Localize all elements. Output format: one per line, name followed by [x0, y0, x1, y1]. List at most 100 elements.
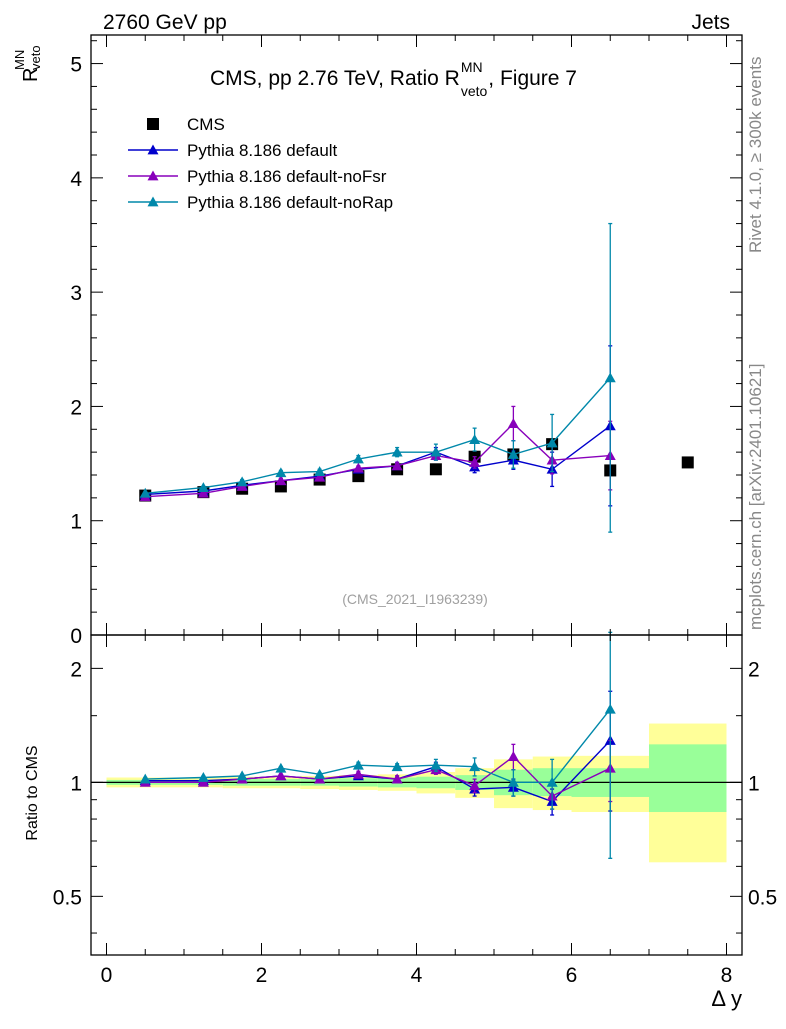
ratio-point-1-5: [352, 768, 364, 779]
point-3-2: [236, 476, 248, 487]
point-3-3: [275, 467, 287, 478]
cms-point-12: [681, 456, 694, 469]
legend-item-1: Pythia 8.186 default: [128, 141, 338, 160]
legend-item-0: CMS: [147, 115, 225, 134]
mcplots-label: mcplots.cern.ch [arXiv:2401.10621]: [746, 364, 765, 630]
legend-label: Pythia 8.186 default: [187, 141, 338, 160]
main-ytick-label: 4: [70, 168, 82, 191]
x-tick-label: 4: [411, 964, 423, 987]
legend-label: Pythia 8.186 default-noFsr: [187, 167, 387, 186]
ratio-ylabel: Ratio to CMS: [24, 745, 41, 840]
title-prefix: CMS, pp 2.76 TeV, Ratio R: [210, 67, 460, 90]
point-3-1: [197, 482, 209, 492]
title-suffix: , Figure 7: [488, 67, 577, 90]
legend-marker-triangle: [147, 144, 159, 155]
category-label: Jets: [691, 11, 730, 34]
title-subscript: veto: [461, 83, 488, 99]
series-line-3: [145, 377, 611, 494]
point-3-5: [352, 453, 364, 464]
ratio-uncertainty-bands: [106, 723, 727, 863]
energy-label: 2760 GeV pp: [103, 11, 227, 34]
ratio-point-2-4: [314, 768, 326, 779]
point-2-5: [352, 462, 364, 473]
legend-label: CMS: [187, 115, 225, 134]
ratio-line-2: [145, 708, 611, 784]
point-2-3: [275, 475, 287, 486]
main-ylabel: R MN veto: [12, 45, 43, 82]
ratio-ytick-label-right: 0.5: [748, 886, 777, 909]
legend-item-3: Pythia 8.186 default-noRap: [128, 193, 393, 212]
x-tick-label: 8: [721, 964, 733, 987]
legend-marker-square: [147, 118, 159, 130]
point-2-8: [469, 456, 481, 467]
ratio-ytick-label-right: 1: [748, 772, 760, 795]
ratio-point-1-3: [275, 770, 287, 781]
main-ytick-label: 5: [70, 54, 82, 77]
title-superscript: MN: [461, 59, 483, 75]
ratio-point-2-8: [469, 761, 481, 772]
cms-point-7: [429, 463, 442, 476]
ratio-line-1: [145, 755, 611, 797]
ratio-point-2-5: [352, 759, 364, 770]
main-series-3: [139, 222, 616, 533]
ratio-point-2-2: [236, 770, 248, 781]
main-ytick-label: 1: [70, 511, 82, 534]
main-ytick-label: 3: [70, 282, 82, 305]
main-ytick-label: 0: [70, 625, 82, 648]
ratio-point-2-3: [275, 762, 287, 773]
point-3-10: [546, 437, 558, 448]
svg-text:veto: veto: [28, 45, 43, 70]
main-ytick-label: 2: [70, 396, 82, 419]
legend-marker-triangle: [147, 196, 159, 207]
ratio-ytick-label: 0.5: [53, 886, 82, 909]
point-3-4: [314, 466, 326, 476]
ratio-point-2-7: [430, 759, 442, 770]
x-tick-label: 2: [256, 964, 268, 987]
legend-item-2: Pythia 8.186 default-noFsr: [128, 167, 387, 186]
svg-text:CMS, pp 2.76 TeV, Ratio R: CMS, pp 2.76 TeV, Ratio R: [210, 67, 460, 90]
ratio-point-2-10: [546, 776, 558, 787]
ratio-series-2: [139, 631, 616, 859]
point-3-11: [604, 372, 616, 383]
svg-text:MN: MN: [12, 50, 27, 70]
ratio-point-1-6: [391, 773, 403, 784]
x-tick-label: 6: [566, 964, 578, 987]
ratio-ytick-label-right: 2: [748, 658, 760, 681]
series-line-1: [145, 425, 611, 496]
series-line-2: [145, 422, 611, 498]
main-series-1: [139, 345, 616, 507]
legend-label: Pythia 8.186 default-noRap: [187, 193, 393, 212]
point-3-6: [391, 446, 403, 457]
legend-marker-triangle: [147, 170, 159, 181]
svg-text:R: R: [20, 68, 42, 82]
point-2-9: [507, 418, 519, 428]
x-axis-label: Δ y: [711, 986, 742, 1011]
ratio-series-layer: [139, 631, 616, 859]
x-tick-label: 0: [101, 964, 113, 987]
analysis-watermark: (CMS_2021_I1963239): [342, 591, 488, 607]
ratio-point-2-0: [139, 773, 151, 784]
point-2-6: [391, 460, 403, 471]
point-3-7: [430, 446, 442, 457]
point-2-4: [314, 471, 326, 482]
ratio-point-1-9: [507, 751, 519, 761]
ratio-point-2-9: [507, 776, 519, 787]
ratio-ytick-label: 1: [70, 772, 82, 795]
ratio-point-2-6: [391, 761, 403, 772]
main-series-layer: [139, 222, 694, 533]
axes-layer: 0 1 2 3 4 5 0 2 4 6 8 0.5 0.5 1 1 2 2: [53, 34, 777, 987]
point-3-8: [469, 434, 481, 444]
band-inner-12: [649, 744, 727, 813]
ratio-point-2-1: [197, 771, 209, 782]
ratio-point-2-11: [604, 703, 616, 714]
ratio-point-1-8: [469, 780, 481, 791]
ratio-ytick-label: 2: [70, 658, 82, 681]
point-3-9: [507, 448, 519, 459]
rivet-label: Rivet 4.1.0, ≥ 300k events: [746, 57, 765, 253]
legend: CMS Pythia 8.186 default Pythia 8.186 defa…: [128, 115, 393, 212]
point-3-0: [139, 487, 151, 498]
main-title: CMS, pp 2.76 TeV, Ratio R MN veto , Figu…: [210, 59, 577, 99]
point-2-1: [197, 487, 209, 498]
